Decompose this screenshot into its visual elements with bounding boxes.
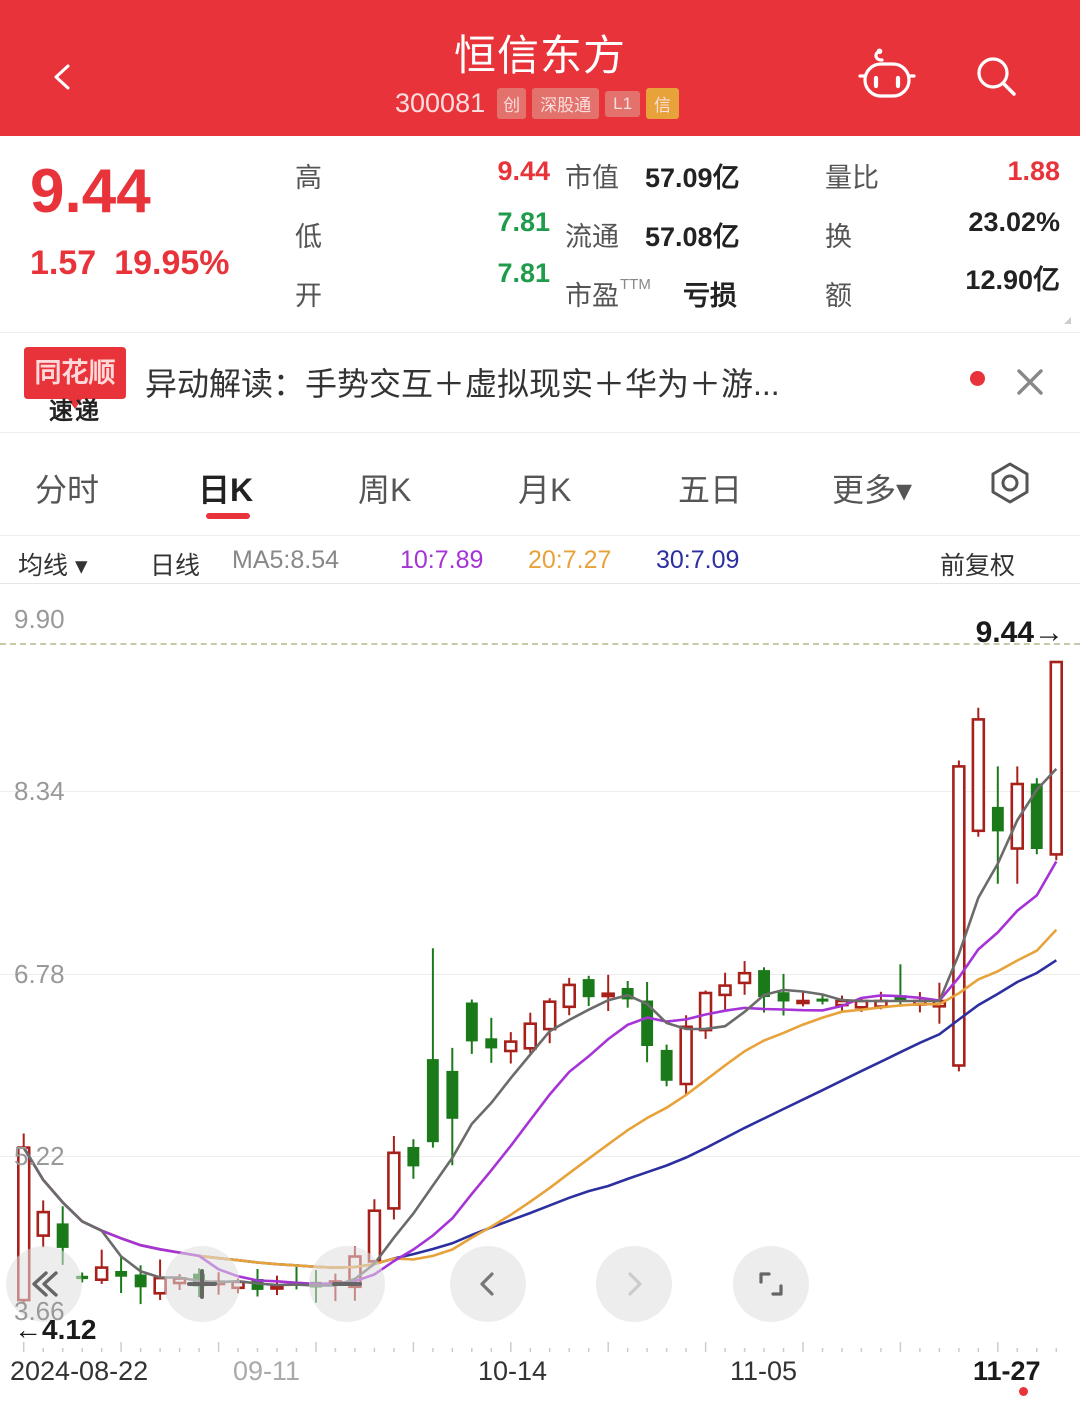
svg-text:同花顺: 同花顺 xyxy=(35,358,116,388)
